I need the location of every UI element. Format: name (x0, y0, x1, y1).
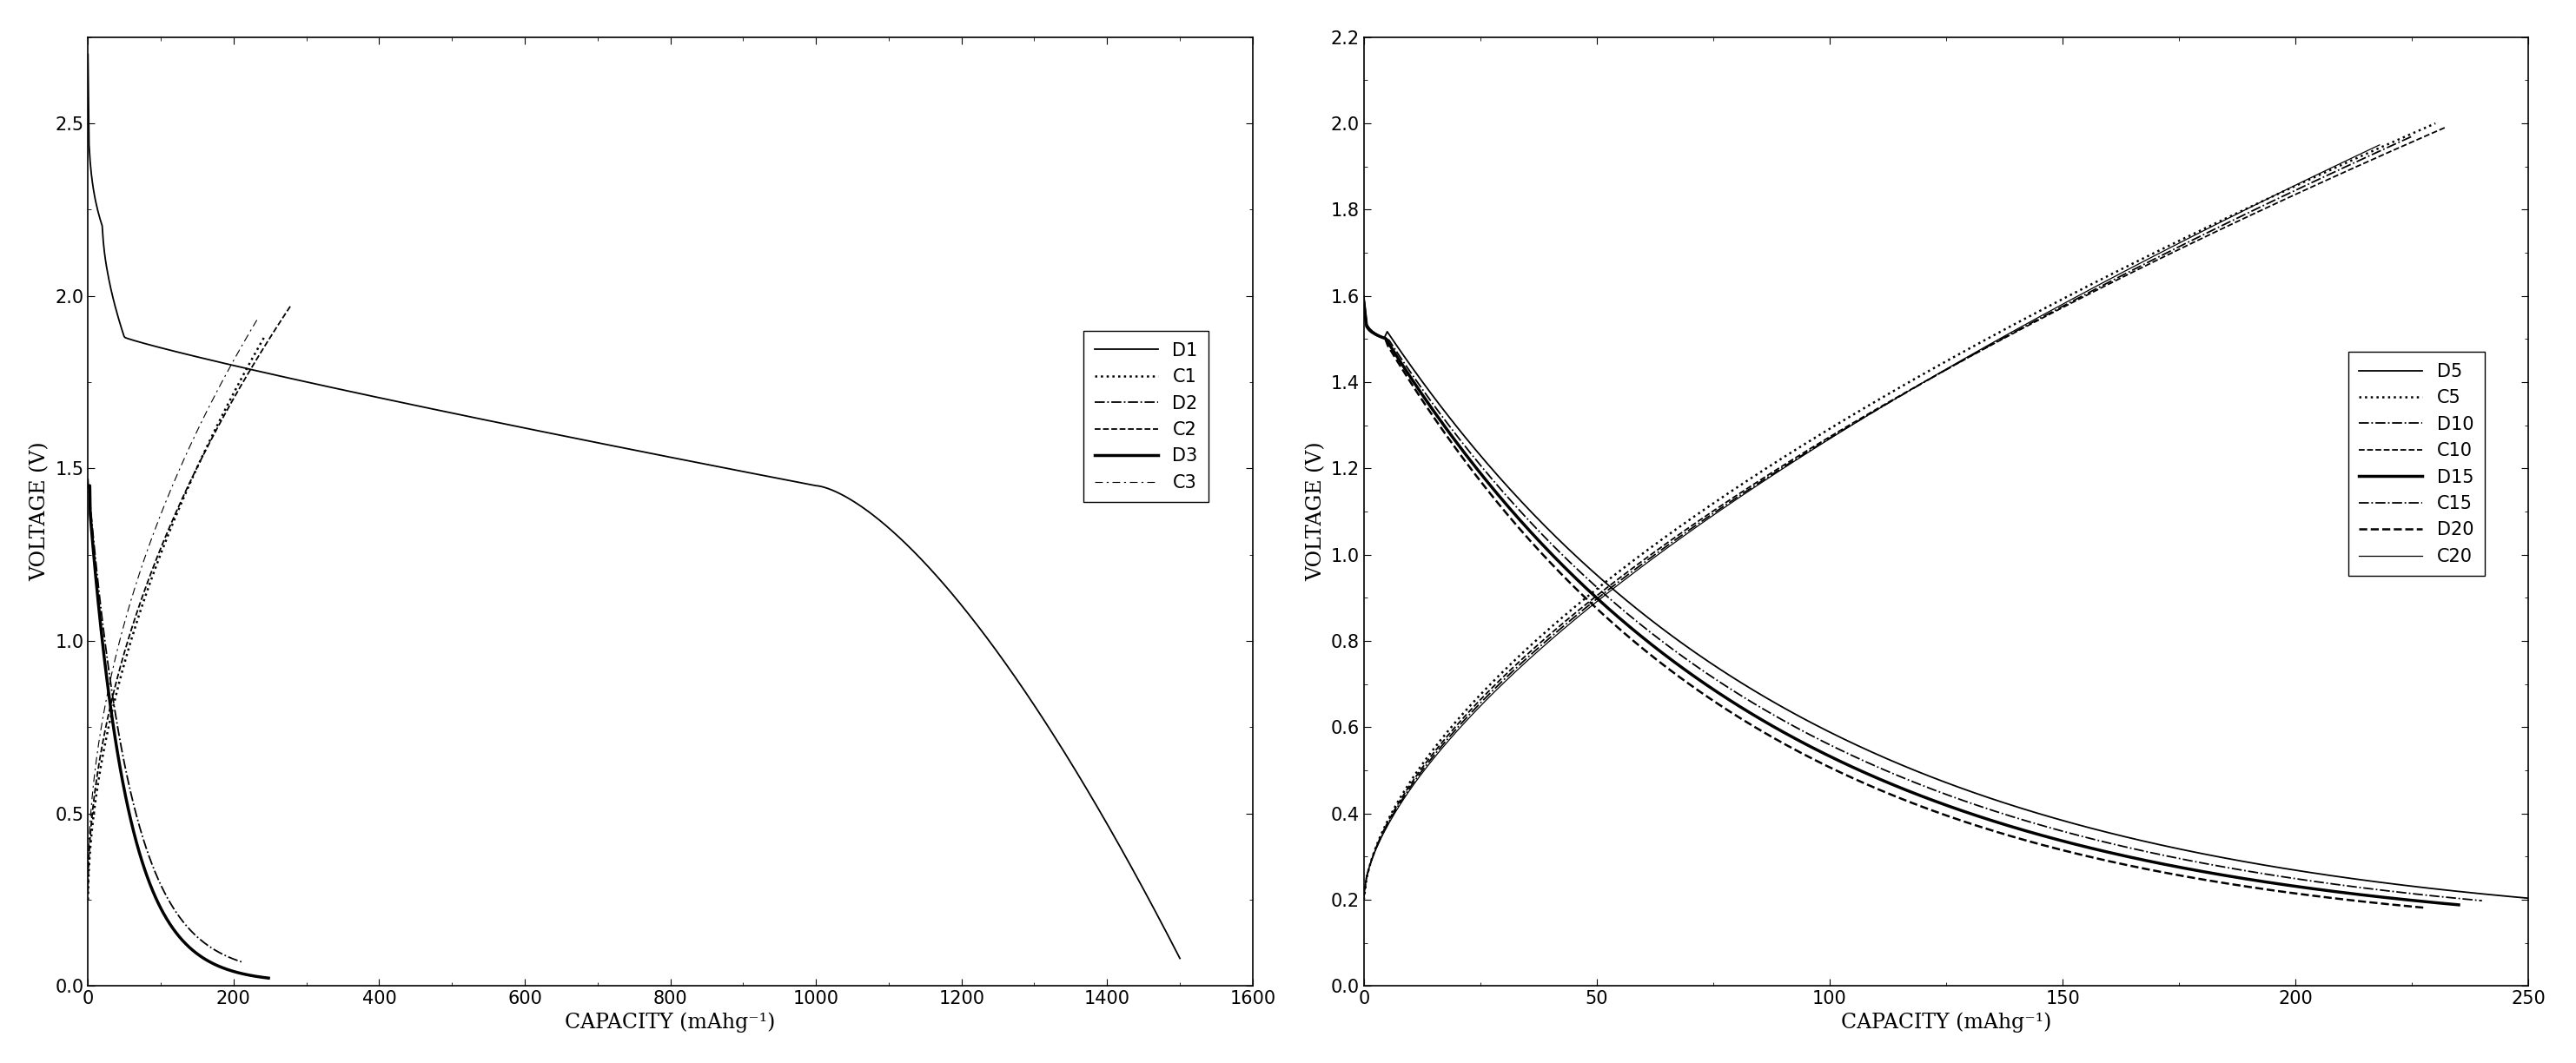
Legend: D1, C1, D2, C2, D3, C3: D1, C1, D2, C2, D3, C3 (1084, 331, 1208, 502)
Y-axis label: VOLTAGE (V): VOLTAGE (V) (31, 442, 49, 581)
Legend: D5, C5, D10, C10, D15, C15, D20, C20: D5, C5, D10, C10, D15, C15, D20, C20 (2349, 352, 2486, 576)
X-axis label: CAPACITY (mAhg⁻¹): CAPACITY (mAhg⁻¹) (564, 1012, 775, 1033)
X-axis label: CAPACITY (mAhg⁻¹): CAPACITY (mAhg⁻¹) (1842, 1012, 2050, 1033)
Y-axis label: VOLTAGE (V): VOLTAGE (V) (1306, 442, 1327, 581)
